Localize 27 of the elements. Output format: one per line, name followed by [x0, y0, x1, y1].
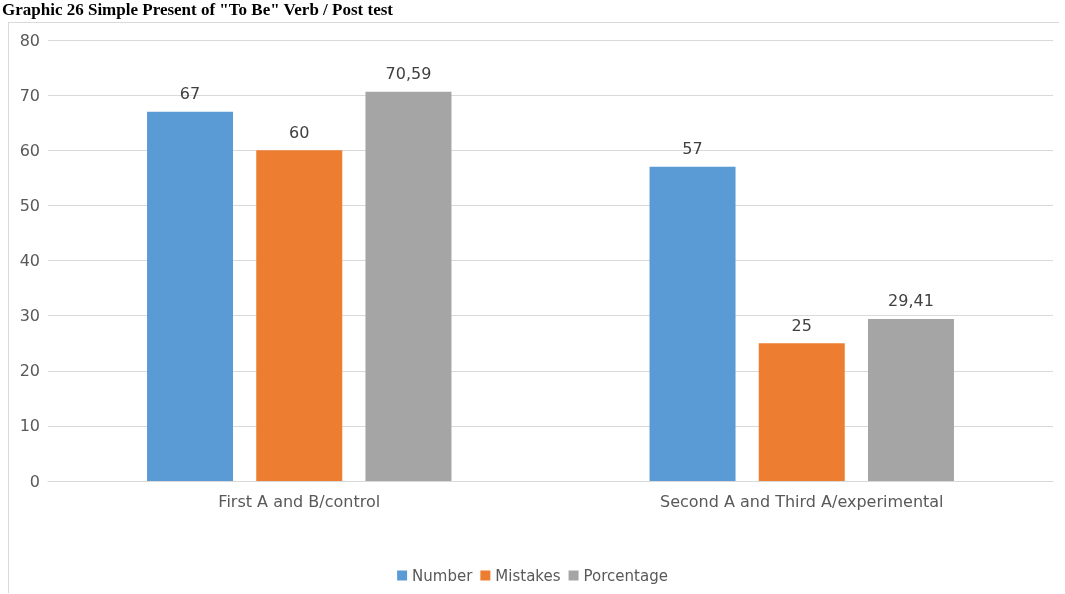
y-tick-label: 10 — [19, 416, 40, 436]
data-label: 29,41 — [888, 291, 934, 311]
x-tick-label: First A and B/control — [218, 491, 381, 511]
y-tick-label: 60 — [19, 140, 40, 160]
data-label: 70,59 — [385, 64, 432, 84]
bar — [365, 91, 452, 481]
legend-label: Number — [412, 566, 474, 585]
data-label: 57 — [682, 139, 703, 159]
y-tick-label: 40 — [19, 251, 40, 270]
y-tick-label: 80 — [19, 30, 40, 50]
y-tick-label: 0 — [29, 471, 40, 491]
bar — [649, 166, 736, 481]
chart-title: Graphic 26 Simple Present of "To Be" Verb / Post test — [2, 0, 393, 20]
data-label: 67 — [179, 84, 201, 104]
bar — [256, 150, 343, 481]
bar — [147, 111, 234, 481]
bar — [867, 318, 954, 481]
y-tick-label: 70 — [19, 85, 40, 105]
data-label: 25 — [791, 315, 812, 335]
x-tick-label: Second A and Third A/experimental — [659, 491, 944, 511]
y-tick-label: 20 — [19, 361, 40, 381]
bar — [758, 343, 845, 481]
y-tick-label: 50 — [19, 195, 40, 215]
legend-label: Mistakes — [495, 566, 561, 585]
legend-label: Porcentage — [583, 566, 668, 585]
y-tick-label: 30 — [19, 306, 40, 326]
data-label: 60 — [289, 122, 310, 142]
